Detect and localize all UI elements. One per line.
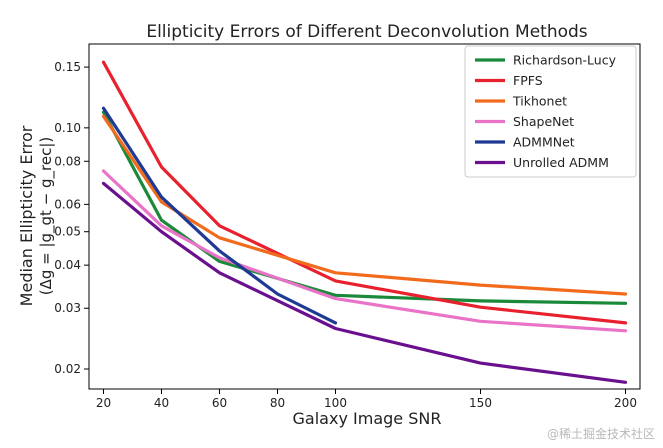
legend-label-richardson-lucy: Richardson-Lucy <box>513 53 617 68</box>
series-line-shapenet <box>101 169 628 333</box>
x-tick-label: 40 <box>154 396 169 410</box>
legend-label-admmnet: ADMMNet <box>513 135 575 150</box>
chart-title: Ellipticity Errors of Different Deconvol… <box>146 22 587 42</box>
y-tick-label: 0.05 <box>54 225 81 239</box>
x-tick-label: 60 <box>212 396 227 410</box>
legend-label-unrolled-admm: Unrolled ADMM <box>513 155 609 170</box>
y-tick-label: 0.04 <box>54 258 81 272</box>
x-tick-label: 150 <box>469 396 492 410</box>
y-tick-label: 0.15 <box>54 60 81 74</box>
series-lines <box>101 60 628 384</box>
legend-label-fpfs: FPFS <box>513 73 543 88</box>
x-axis-ticks: 20 40 60 80 100 150 200 <box>96 389 637 410</box>
y-tick-label: 0.03 <box>54 301 81 315</box>
series-line-admmnet <box>101 106 338 325</box>
x-tick-label: 100 <box>324 396 347 410</box>
y-tick-label: 0.02 <box>54 362 81 376</box>
y-tick-label: 0.10 <box>54 121 81 135</box>
legend: Richardson-Lucy FPFS Tikhonet ShapeNet ADMMN… <box>464 45 637 178</box>
legend-box <box>464 45 637 178</box>
watermark-text: @稀土掘金技术社区 <box>546 427 655 441</box>
series-line-tikhonet <box>101 114 628 296</box>
x-tick-label: 200 <box>614 396 637 410</box>
x-tick-label: 20 <box>96 396 111 410</box>
x-axis-label: Galaxy Image SNR <box>293 409 442 428</box>
legend-label-shapenet: ShapeNet <box>513 114 574 129</box>
y-tick-label: 0.06 <box>54 197 81 211</box>
y-axis-label-line2: (Δg = |g_gt − g_rec|) <box>37 137 56 296</box>
legend-label-tikhonet: Tikhonet <box>512 94 567 109</box>
y-tick-label: 0.08 <box>54 154 81 168</box>
series-line-fpfs <box>101 60 628 325</box>
plot-frame <box>88 43 641 390</box>
series-line-unrolled-admm <box>101 181 628 384</box>
y-axis-label-line1: Median Ellipticity Error <box>17 125 36 306</box>
x-tick-label: 80 <box>270 396 285 410</box>
y-axis-ticks: 0.02 0.03 0.04 0.05 0.06 0.08 0.10 0.15 <box>54 60 89 376</box>
